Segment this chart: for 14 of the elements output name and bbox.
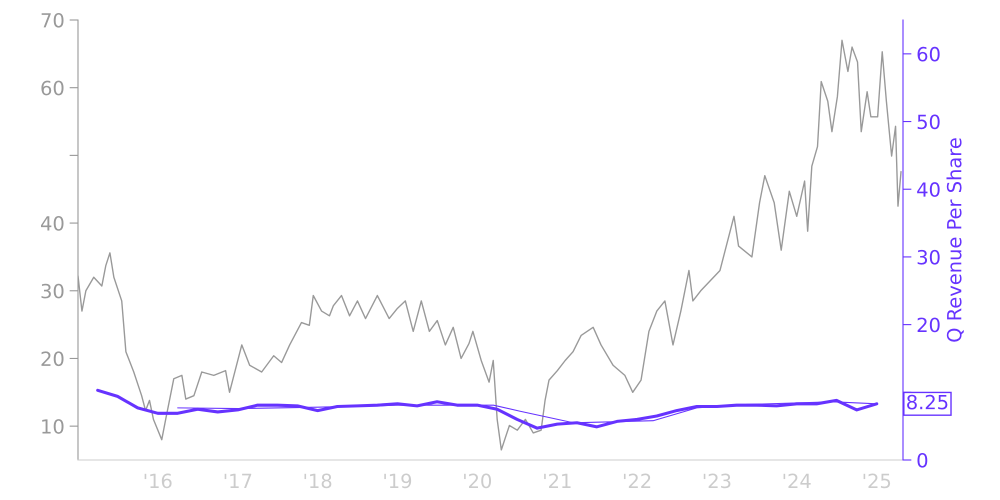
- y2-tick-label: 40: [917, 182, 940, 197]
- y-tick-label: 40: [41, 216, 64, 231]
- y-tick-label: 30: [42, 284, 64, 298]
- y2-tick-label: 0: [917, 452, 928, 468]
- y2-axis-title: Q Revenue Per Share: [946, 138, 964, 342]
- y-tick-label: 60: [41, 80, 64, 96]
- y-tick-label: 70: [42, 12, 64, 28]
- y2-tick-label: 30: [918, 250, 940, 265]
- text: 8.25: [907, 394, 948, 410]
- y-tick-label: 10: [42, 419, 64, 434]
- y2-tick-label: 50: [918, 114, 940, 130]
- y2-tick-label: 60: [918, 46, 940, 62]
- y-tick-label: 20: [41, 351, 64, 366]
- y2-tick-label: 20: [918, 318, 940, 332]
